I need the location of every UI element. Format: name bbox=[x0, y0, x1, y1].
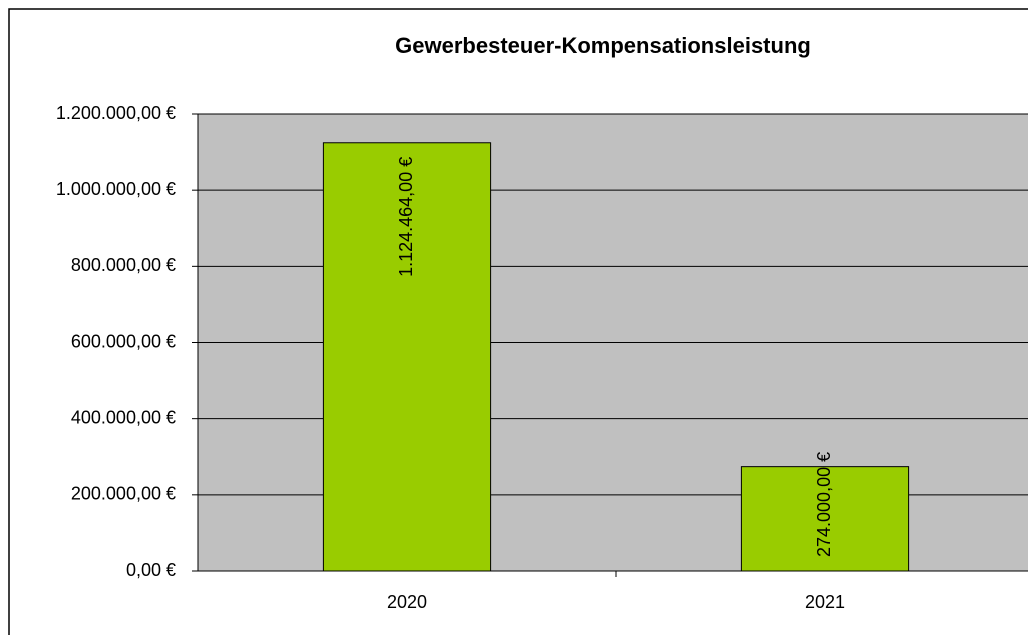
y-tick-label: 1.000.000,00 € bbox=[56, 179, 176, 199]
y-tick-label: 1.200.000,00 € bbox=[56, 103, 176, 123]
y-tick-label: 200.000,00 € bbox=[71, 484, 176, 504]
bar bbox=[740, 466, 910, 572]
y-tick-label: 0,00 € bbox=[126, 560, 176, 580]
y-tick-label: 600.000,00 € bbox=[71, 331, 176, 351]
x-tick-label: 2020 bbox=[387, 592, 427, 612]
bar bbox=[322, 142, 492, 572]
value-label: 274.000,00 € bbox=[814, 452, 834, 557]
x-tick-label: 2021 bbox=[805, 592, 845, 612]
y-tick-label: 800.000,00 € bbox=[71, 255, 176, 275]
y-tick-label: 400.000,00 € bbox=[71, 407, 176, 427]
value-label: 1.124.464,00 € bbox=[396, 157, 416, 277]
chart-title: Gewerbesteuer-Kompensationsleistung bbox=[395, 33, 811, 58]
